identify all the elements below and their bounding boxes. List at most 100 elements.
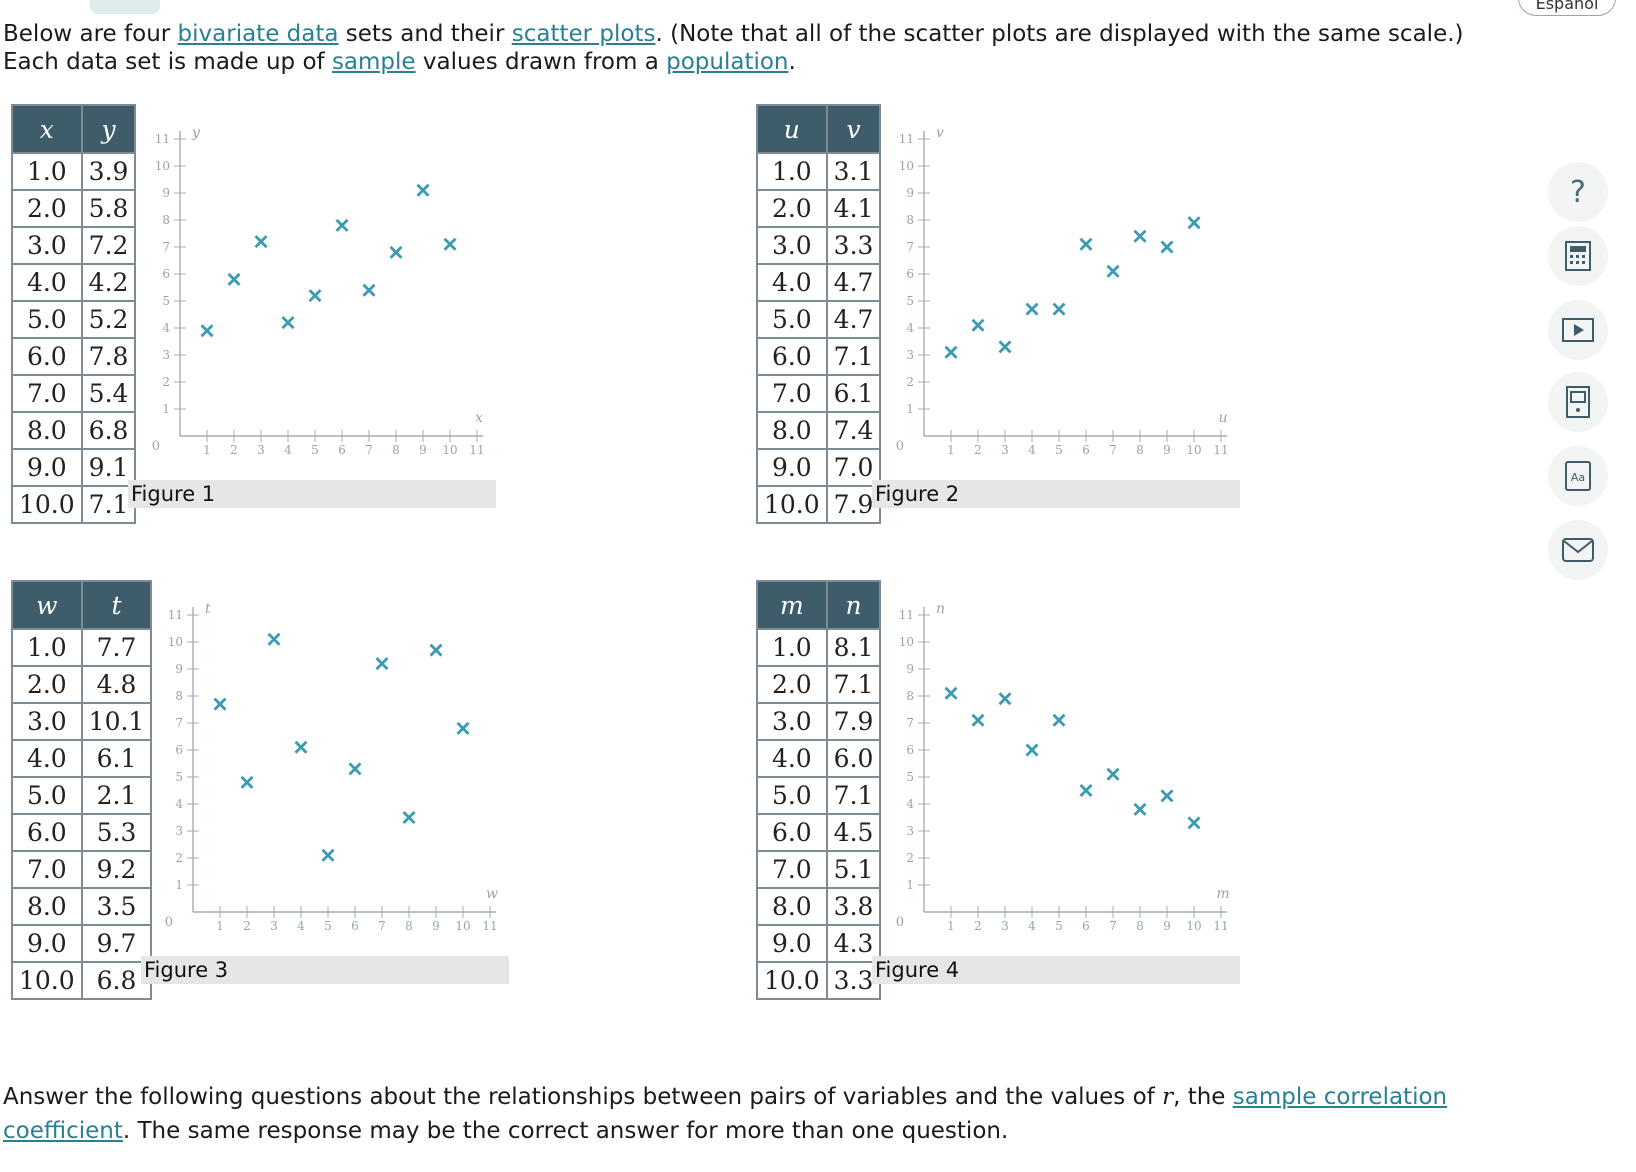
- y-tick-label: 10: [155, 159, 170, 173]
- scatter-point: [1106, 264, 1120, 278]
- x-tick-label: 5: [311, 443, 319, 457]
- table-cell: 5.0: [756, 776, 828, 815]
- scatter-point-stroke: [308, 289, 322, 303]
- x-tick-label: 9: [419, 443, 427, 457]
- help-icon: ?: [1570, 174, 1586, 210]
- scatter-point: [213, 697, 227, 711]
- data-table: w t 1.0 7.7 2.0 4.8 3.0 10.1 4.0 6.1 5.0 2.1 6.0 5.…: [11, 580, 153, 1000]
- y-tick-label: 10: [899, 635, 914, 649]
- sample-correlation-coefficient-link[interactable]: sample correlation coefficient: [3, 1084, 1448, 1144]
- table-cell: 6.0: [756, 337, 828, 376]
- table-cell: 4.0: [11, 739, 83, 778]
- table-cell: 8.1: [825, 628, 882, 667]
- table-row: 2.0 5.8: [11, 189, 137, 228]
- table-row: 9.0 7.0: [756, 448, 882, 487]
- help-button[interactable]: ?: [1548, 162, 1608, 222]
- y-tick-label: 9: [906, 662, 914, 676]
- y-tick-label: 10: [899, 159, 914, 173]
- scatter-point-stroke: [254, 235, 268, 249]
- table-cell: 1.0: [756, 628, 828, 667]
- scatter-point-stroke: [335, 218, 349, 232]
- table-cell: 6.1: [80, 739, 153, 778]
- y-tick-label: 4: [162, 321, 170, 335]
- calculator-button[interactable]: [1548, 226, 1608, 286]
- x-tick-label: 2: [243, 919, 251, 933]
- sample-link[interactable]: sample: [331, 49, 416, 75]
- x-tick-label: 8: [392, 443, 400, 457]
- x-axis-label: x: [475, 410, 483, 426]
- intro-text: Below are four: [3, 21, 178, 47]
- table-cell: 6.8: [80, 961, 153, 1000]
- y-tick-label: 8: [175, 689, 183, 703]
- table-cell: 6.0: [11, 813, 83, 852]
- x-tick-label: 4: [297, 919, 305, 933]
- x-tick-label: 5: [324, 919, 332, 933]
- table-cell: 4.0: [756, 263, 828, 302]
- x-tick-label: 10: [1186, 443, 1201, 457]
- table-row: 3.0 7.2: [11, 226, 137, 265]
- table-row: 2.0 7.1: [756, 665, 882, 704]
- figure-caption: Figure 4: [872, 956, 1240, 984]
- table-cell: 5.2: [80, 300, 137, 339]
- table-row: 9.0 9.7: [11, 924, 153, 963]
- y-tick-label: 1: [906, 878, 914, 892]
- table-cell: 8.0: [756, 411, 828, 450]
- top-tab[interactable]: [90, 0, 160, 14]
- y-tick-label: 6: [906, 267, 914, 281]
- y-tick-label: 8: [906, 213, 914, 227]
- scatter-point: [971, 318, 985, 332]
- scatter-point-stroke: [321, 848, 335, 862]
- table-row: 5.0 7.1: [756, 776, 882, 815]
- x-axis-label: m: [1216, 886, 1229, 902]
- table-cell: 1.0: [11, 152, 83, 191]
- bivariate-data-link[interactable]: bivariate data: [177, 21, 339, 47]
- origin-label: 0: [896, 439, 904, 454]
- figure-caption: Figure 3: [141, 956, 509, 984]
- r-variable: r: [1162, 1084, 1174, 1110]
- table-cell: 3.0: [756, 702, 828, 741]
- x-tick-label: 9: [432, 919, 440, 933]
- scatter-point-stroke: [429, 643, 443, 657]
- figure-caption: Figure 2: [872, 480, 1240, 508]
- table-row: 2.0 4.1: [756, 189, 882, 228]
- intro-text: .: [788, 49, 796, 75]
- language-button[interactable]: Español: [1518, 0, 1616, 16]
- scatter-point: [1079, 784, 1093, 797]
- ebook-button[interactable]: [1548, 372, 1608, 432]
- table-row: 7.0 9.2: [11, 850, 153, 889]
- table-cell: 9.2: [80, 850, 153, 889]
- y-tick-label: 5: [906, 294, 914, 308]
- scatter-point-stroke: [281, 316, 295, 330]
- glossary-button[interactable]: Aa: [1548, 446, 1608, 506]
- message-button[interactable]: [1548, 520, 1608, 580]
- message-icon: [1562, 538, 1594, 562]
- table-row: 7.0 5.4: [11, 374, 137, 413]
- scatter-point: [1025, 302, 1039, 316]
- scatter-point-stroke: [1106, 767, 1120, 781]
- table-cell: 6.0: [756, 813, 828, 852]
- scatter-point-stroke: [362, 283, 376, 297]
- scatter-point-stroke: [389, 245, 403, 259]
- scatter-point: [308, 289, 322, 303]
- scatter-point: [1079, 237, 1093, 251]
- y-tick-label: 8: [162, 213, 170, 227]
- scatter-point-stroke: [1052, 302, 1066, 316]
- table-row: 5.0 4.7: [756, 300, 882, 339]
- table-cell: 2.0: [11, 665, 83, 704]
- table-row: 6.0 7.8: [11, 337, 137, 376]
- scatter-plots-link[interactable]: scatter plots: [511, 21, 656, 47]
- population-link[interactable]: population: [666, 49, 789, 75]
- table-cell: 9.0: [11, 448, 83, 487]
- table-row: 4.0 6.0: [756, 739, 882, 778]
- y-tick-label: 5: [175, 770, 183, 784]
- table-row: 5.0 5.2: [11, 300, 137, 339]
- column-header: v: [825, 104, 882, 154]
- intro-text: . (Note that all of the scatter plots ar…: [3, 21, 1464, 75]
- scatter-point: [1052, 302, 1066, 316]
- scatter-point-stroke: [1133, 229, 1147, 243]
- video-button[interactable]: [1548, 300, 1608, 360]
- scatter-point: [443, 237, 457, 251]
